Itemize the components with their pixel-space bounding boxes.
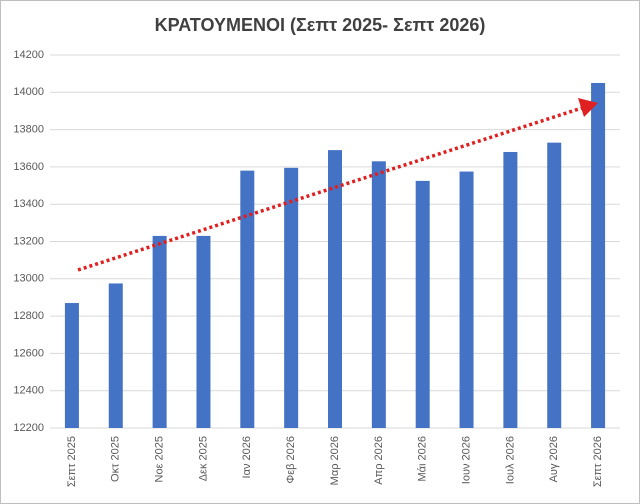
- bar: [459, 171, 474, 428]
- bar: [64, 303, 79, 428]
- x-tick-label: Φεβ 2026: [285, 436, 297, 484]
- x-tick-label: Ιουλ 2026: [504, 436, 516, 484]
- x-tick-label: Μάι 2026: [417, 436, 429, 482]
- y-tick-label: 14000: [13, 86, 44, 98]
- y-tick-label: 13200: [13, 235, 44, 247]
- bar: [371, 161, 386, 428]
- y-tick-label: 13800: [13, 124, 44, 136]
- bar: [108, 283, 123, 428]
- y-tick-label: 13600: [13, 161, 44, 173]
- x-tick-label: Αυγ 2026: [548, 436, 560, 482]
- y-tick-label: 13400: [13, 198, 44, 210]
- x-tick-label: Σεπτ 2025: [66, 436, 78, 487]
- plot-area: 12200 12400 12600 12800 13000 13200 13400 13600…: [13, 49, 620, 487]
- y-tick-label: 13000: [13, 273, 44, 285]
- x-tick-label: Ιαν 2026: [241, 436, 253, 478]
- bar: [547, 142, 562, 428]
- bar: [196, 235, 211, 428]
- x-tick-label: Ιουν 2026: [460, 436, 472, 484]
- x-tick-label: Απρ 2026: [373, 436, 385, 485]
- bar: [240, 170, 255, 428]
- arrow-head: [578, 98, 598, 117]
- bar: [503, 151, 518, 429]
- x-tick-label: Δεκ 2025: [197, 436, 209, 481]
- y-tick-label: 12600: [13, 347, 44, 359]
- y-tick-label: 14200: [13, 49, 44, 61]
- bar: [591, 82, 606, 428]
- trend-line: [77, 106, 583, 272]
- y-tick-label: 12400: [13, 385, 44, 397]
- bar: [152, 235, 167, 428]
- chart-title: ΚΡΑΤΟΥΜΕΝΟΙ (Σεπτ 2025- Σεπτ 2026): [155, 15, 486, 35]
- bar: [328, 150, 342, 429]
- bar: [284, 167, 299, 428]
- y-tick-label: 12200: [13, 422, 44, 434]
- x-tick-label: Μαρ 2026: [329, 436, 341, 485]
- trend-arrow: [77, 98, 598, 272]
- x-tick-label: Νοε 2025: [154, 436, 166, 483]
- y-tick-label: 12800: [13, 310, 44, 322]
- x-tick-label: Οκτ 2025: [110, 436, 122, 482]
- x-tick-label: Σεπτ 2026: [592, 436, 604, 487]
- bar: [415, 180, 430, 428]
